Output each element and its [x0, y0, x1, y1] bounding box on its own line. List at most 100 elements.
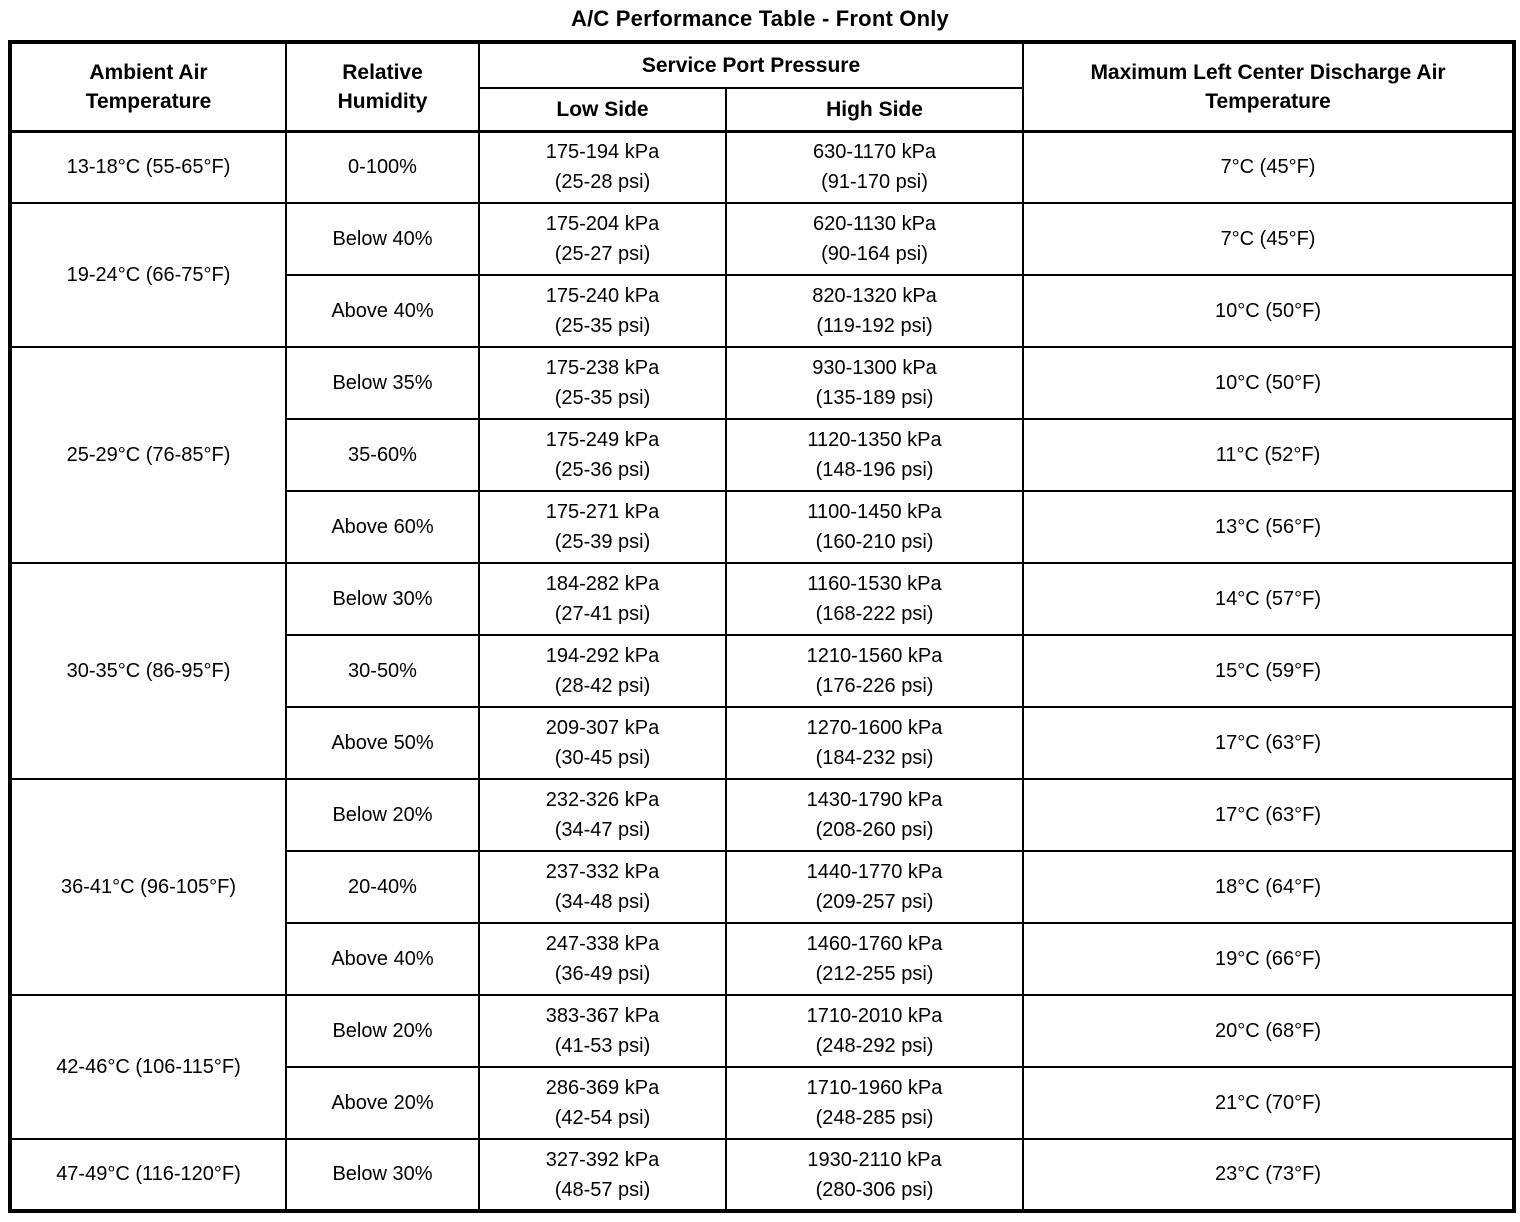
high-side-cell: 1160-1530 kPa (168-222 psi): [724, 562, 1025, 636]
humidity-cell: Below 20%: [285, 994, 480, 1068]
discharge-temp-cell: 23°C (73°F): [1022, 1138, 1516, 1212]
humidity-cell: 0-100%: [285, 130, 480, 204]
kpa-value: 620-1130 kPa: [812, 213, 937, 235]
table-row: Above 50% 209-307 kPa (30-45 psi) 1270-1…: [10, 706, 1516, 780]
discharge-temp-cell: 10°C (50°F): [1022, 346, 1516, 420]
psi-value: (90-164 psi): [821, 243, 928, 265]
humidity-cell: Below 30%: [285, 562, 480, 636]
table-row: 47-49°C (116-120°F) Below 30% 327-392 kP…: [9, 1138, 1516, 1212]
col-header-discharge-line2: Temperature: [1205, 89, 1331, 113]
table-row: 30-35°C (86-95°F) Below 30% 184-282 kPa …: [9, 562, 1516, 780]
kpa-value: 383-367 kPa: [545, 1005, 660, 1027]
col-header-discharge-line1: Maximum Left Center Discharge Air: [1090, 60, 1446, 84]
high-side-cell: 1430-1790 kPa (208-260 psi): [724, 778, 1025, 852]
psi-value: (42-54 psi): [554, 1107, 651, 1129]
ambient-temp-cell: 36-41°C (96-105°F): [9, 778, 287, 996]
kpa-value: 327-392 kPa: [545, 1148, 660, 1171]
high-side-cell: 1270-1600 kPa (184-232 psi): [724, 706, 1025, 780]
psi-value: (280-306 psi): [815, 1178, 934, 1201]
kpa-value: 1460-1760 kPa: [806, 933, 943, 955]
humidity-cell: Below 35%: [285, 346, 480, 420]
humidity-cell: 20-40%: [285, 850, 480, 924]
humidity-cell: Below 30%: [285, 1138, 480, 1212]
ambient-temp-cell: 25-29°C (76-85°F): [9, 346, 287, 564]
table-row: Above 20% 286-369 kPa (42-54 psi) 1710-1…: [10, 1066, 1516, 1140]
high-side-cell: 1100-1450 kPa (160-210 psi): [724, 490, 1025, 564]
col-header-low-side: Low Side: [478, 87, 727, 133]
psi-value: (36-49 psi): [554, 963, 651, 985]
table-row: 36-41°C (96-105°F) Below 20% 232-326 kPa…: [9, 778, 1516, 996]
psi-value: (25-27 psi): [554, 243, 651, 265]
col-header-humidity-line2: Humidity: [337, 89, 428, 113]
humidity-cell: Above 50%: [285, 706, 480, 780]
humidity-cell: Above 40%: [285, 922, 480, 996]
table-header: Ambient Air Temperature Relative Humidit…: [9, 41, 1516, 133]
high-side-cell: 1930-2110 kPa (280-306 psi): [724, 1138, 1025, 1212]
high-side-cell: 1210-1560 kPa (176-226 psi): [724, 634, 1025, 708]
kpa-value: 237-332 kPa: [545, 861, 660, 883]
low-side-cell: 175-240 kPa (25-35 psi): [478, 274, 727, 348]
low-side-cell: 232-326 kPa (34-47 psi): [478, 778, 727, 852]
discharge-temp-cell: 21°C (70°F): [1022, 1066, 1516, 1140]
psi-value: (208-260 psi): [815, 819, 934, 841]
discharge-temp-cell: 7°C (45°F): [1022, 202, 1516, 276]
kpa-value: 1710-1960 kPa: [806, 1077, 943, 1099]
psi-value: (25-28 psi): [554, 171, 651, 194]
psi-value: (34-47 psi): [554, 819, 651, 841]
kpa-value: 1930-2110 kPa: [807, 1148, 942, 1171]
col-header-high-side: High Side: [724, 87, 1025, 133]
ambient-temp-cell: 42-46°C (106-115°F): [9, 994, 287, 1140]
humidity-cell: 35-60%: [285, 418, 480, 492]
humidity-cell: Above 20%: [285, 1066, 480, 1140]
high-side-cell: 630-1170 kPa (91-170 psi): [724, 130, 1025, 204]
psi-value: (160-210 psi): [815, 531, 934, 553]
high-side-cell: 1120-1350 kPa (148-196 psi): [724, 418, 1025, 492]
psi-value: (248-292 psi): [815, 1035, 934, 1057]
discharge-temp-cell: 17°C (63°F): [1022, 778, 1516, 852]
humidity-cell: 30-50%: [285, 634, 480, 708]
humidity-cell: Below 20%: [285, 778, 480, 852]
table-row: Above 60% 175-271 kPa (25-39 psi) 1100-1…: [10, 490, 1516, 564]
kpa-value: 232-326 kPa: [545, 789, 660, 811]
table-row: 42-46°C (106-115°F) Below 20% 383-367 kP…: [9, 994, 1516, 1140]
table-row: Above 40% 175-240 kPa (25-35 psi) 820-13…: [10, 274, 1516, 348]
high-side-cell: 1710-1960 kPa (248-285 psi): [724, 1066, 1025, 1140]
psi-value: (41-53 psi): [554, 1035, 651, 1057]
high-side-cell: 930-1300 kPa (135-189 psi): [724, 346, 1025, 420]
table-row: 20-40% 237-332 kPa (34-48 psi) 1440-1770…: [10, 850, 1516, 924]
kpa-value: 247-338 kPa: [545, 933, 660, 955]
kpa-value: 1270-1600 kPa: [806, 717, 943, 739]
kpa-value: 1710-2010 kPa: [806, 1005, 943, 1027]
table-row: 25-29°C (76-85°F) Below 35% 175-238 kPa …: [9, 346, 1516, 564]
kpa-value: 184-282 kPa: [545, 573, 660, 595]
kpa-value: 175-204 kPa: [545, 213, 660, 235]
psi-value: (48-57 psi): [554, 1178, 651, 1201]
high-side-cell: 1460-1760 kPa (212-255 psi): [724, 922, 1025, 996]
col-header-service-port-pressure: Service Port Pressure: [477, 41, 1025, 89]
high-side-cell: 620-1130 kPa (90-164 psi): [724, 202, 1025, 276]
psi-value: (168-222 psi): [815, 603, 934, 625]
table-body: 13-18°C (55-65°F) 0-100% 175-194 kPa (25…: [9, 130, 1516, 1212]
discharge-temp-cell: 17°C (63°F): [1022, 706, 1516, 780]
low-side-cell: 237-332 kPa (34-48 psi): [478, 850, 727, 924]
col-header-ambient-temperature: Ambient Air Temperature: [9, 41, 287, 133]
kpa-value: 820-1320 kPa: [812, 285, 937, 307]
table-row: Above 40% 247-338 kPa (36-49 psi) 1460-1…: [10, 922, 1516, 996]
psi-value: (148-196 psi): [815, 459, 934, 481]
discharge-temp-cell: 11°C (52°F): [1022, 418, 1516, 492]
table-row: 13-18°C (55-65°F) 0-100% 175-194 kPa (25…: [9, 130, 1516, 204]
kpa-value: 175-194 kPa: [545, 141, 660, 164]
table-row: 30-50% 194-292 kPa (28-42 psi) 1210-1560…: [10, 634, 1516, 708]
kpa-value: 194-292 kPa: [545, 645, 660, 667]
low-side-cell: 175-204 kPa (25-27 psi): [478, 202, 727, 276]
psi-value: (209-257 psi): [815, 891, 934, 913]
psi-value: (212-255 psi): [815, 963, 934, 985]
col-header-ambient-line2: Temperature: [85, 89, 212, 113]
discharge-temp-cell: 15°C (59°F): [1022, 634, 1516, 708]
low-side-cell: 175-249 kPa (25-36 psi): [478, 418, 727, 492]
page-title: A/C Performance Table - Front Only: [570, 6, 949, 31]
humidity-cell: Above 40%: [285, 274, 480, 348]
kpa-value: 175-238 kPa: [545, 357, 660, 379]
psi-value: (25-35 psi): [554, 315, 651, 337]
psi-value: (25-39 psi): [554, 531, 651, 553]
